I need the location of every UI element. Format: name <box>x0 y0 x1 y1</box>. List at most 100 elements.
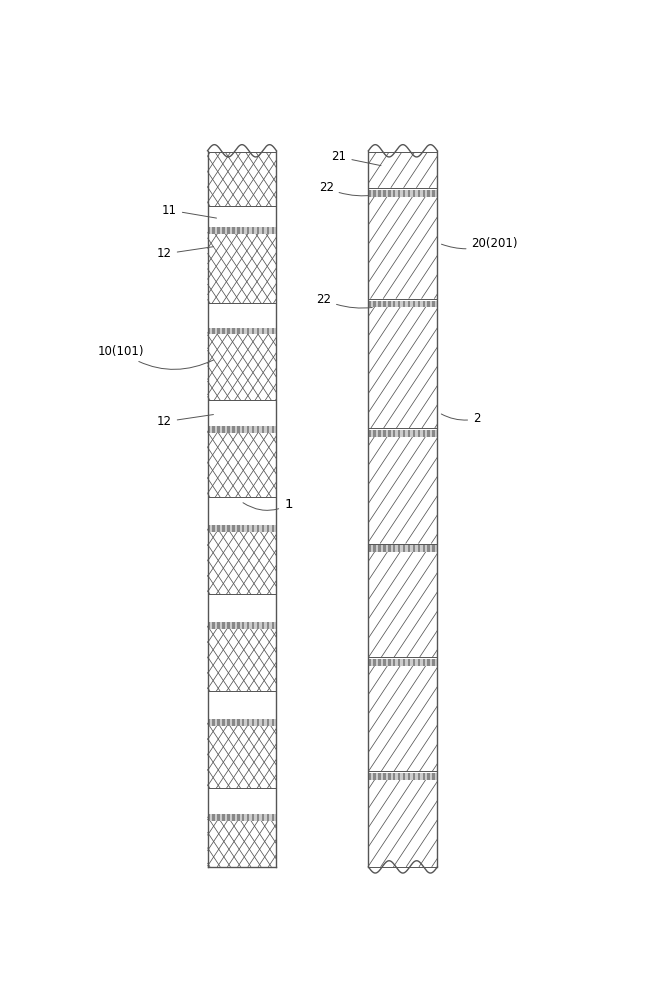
Bar <box>403 190 405 197</box>
Bar <box>413 190 415 197</box>
Bar <box>383 659 386 666</box>
Bar <box>388 659 391 666</box>
Bar <box>418 190 420 197</box>
Bar <box>398 773 401 780</box>
Bar <box>383 301 386 307</box>
Bar <box>242 622 244 629</box>
Bar <box>368 428 438 434</box>
Bar <box>217 814 220 821</box>
Bar <box>267 328 269 334</box>
Bar <box>208 816 277 867</box>
Bar <box>257 426 259 433</box>
Bar <box>247 814 249 821</box>
Bar <box>373 659 376 666</box>
Bar <box>242 328 244 334</box>
Bar <box>222 814 225 821</box>
Bar <box>393 659 395 666</box>
Bar <box>403 545 405 552</box>
Bar <box>237 525 239 532</box>
Bar <box>398 659 401 666</box>
Bar <box>368 190 371 197</box>
Bar <box>208 622 210 629</box>
Bar <box>418 773 420 780</box>
Bar <box>432 301 435 307</box>
Bar <box>388 301 391 307</box>
Bar <box>398 301 401 307</box>
Bar <box>267 525 269 532</box>
Text: 2: 2 <box>442 412 480 425</box>
Bar <box>267 622 269 629</box>
Bar <box>232 622 235 629</box>
Bar <box>257 814 259 821</box>
Bar <box>393 430 395 437</box>
Bar <box>388 773 391 780</box>
Bar <box>257 328 259 334</box>
Bar <box>398 545 401 552</box>
Bar <box>418 301 420 307</box>
Bar <box>413 659 415 666</box>
Bar <box>252 525 254 532</box>
Bar <box>222 227 225 234</box>
Text: 12: 12 <box>157 415 214 428</box>
Bar <box>408 545 411 552</box>
Text: 12: 12 <box>157 247 214 260</box>
Bar <box>368 778 438 867</box>
Bar <box>252 227 254 234</box>
Bar <box>208 788 277 816</box>
Bar <box>232 719 235 726</box>
Bar <box>208 227 210 234</box>
Bar <box>208 622 277 629</box>
Bar <box>403 301 405 307</box>
Bar <box>242 719 244 726</box>
Bar <box>232 525 235 532</box>
Bar <box>227 814 230 821</box>
Bar <box>217 622 220 629</box>
Bar <box>272 814 274 821</box>
Bar <box>208 814 277 821</box>
Bar <box>227 227 230 234</box>
Bar <box>413 301 415 307</box>
Bar <box>208 719 210 726</box>
Bar <box>428 301 430 307</box>
Bar <box>408 301 411 307</box>
Bar <box>378 301 381 307</box>
Bar <box>208 329 277 400</box>
Bar <box>212 719 215 726</box>
Bar <box>227 426 230 433</box>
Bar <box>418 430 420 437</box>
Text: 21: 21 <box>331 150 381 166</box>
Bar <box>262 227 264 234</box>
Bar <box>422 190 425 197</box>
Bar <box>222 426 225 433</box>
Bar <box>237 227 239 234</box>
Bar <box>272 622 274 629</box>
Bar <box>217 719 220 726</box>
Bar <box>378 773 381 780</box>
Bar <box>257 525 259 532</box>
Bar <box>383 773 386 780</box>
Bar <box>408 430 411 437</box>
Bar <box>217 426 220 433</box>
Bar <box>227 622 230 629</box>
Bar <box>222 525 225 532</box>
Bar <box>242 426 244 433</box>
Bar <box>373 773 376 780</box>
Bar <box>208 624 277 691</box>
Bar <box>227 719 230 726</box>
Bar <box>368 545 438 552</box>
Bar <box>428 430 430 437</box>
Bar <box>267 814 269 821</box>
Bar <box>368 545 371 552</box>
Bar <box>262 814 264 821</box>
Bar <box>432 190 435 197</box>
Bar <box>208 206 277 229</box>
Bar <box>368 190 438 197</box>
Text: 22: 22 <box>316 293 372 308</box>
Bar <box>247 622 249 629</box>
Bar <box>232 814 235 821</box>
Bar <box>428 659 430 666</box>
Bar <box>222 622 225 629</box>
Bar <box>267 227 269 234</box>
Bar <box>208 525 210 532</box>
Bar <box>373 301 376 307</box>
